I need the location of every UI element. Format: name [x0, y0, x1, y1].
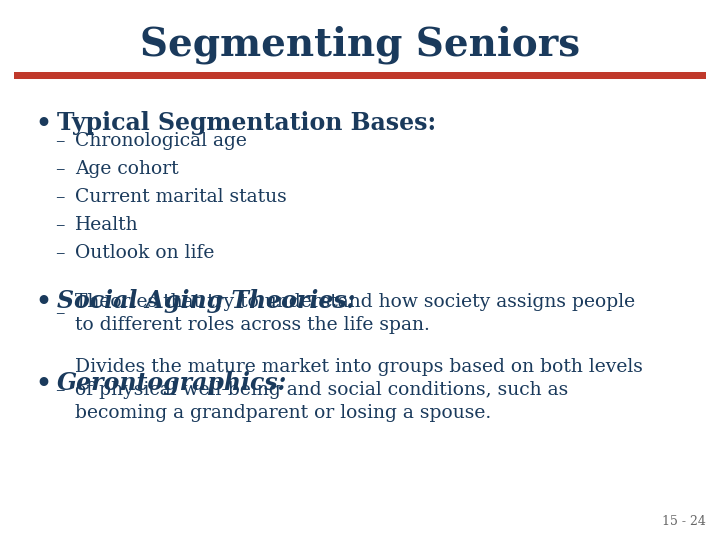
Text: Current marital status: Current marital status	[75, 188, 287, 206]
Text: Theories that try to understand how society assigns people
to different roles ac: Theories that try to understand how soci…	[75, 293, 635, 334]
Text: Outlook on life: Outlook on life	[75, 244, 215, 262]
Text: –: –	[55, 132, 65, 150]
Text: –: –	[55, 216, 65, 234]
Text: Gerontographics:: Gerontographics:	[57, 371, 287, 395]
Text: •: •	[35, 289, 51, 313]
Text: 15 - 24: 15 - 24	[662, 515, 706, 528]
Text: Typical Segmentation Bases:: Typical Segmentation Bases:	[57, 111, 436, 135]
Text: Chronological age: Chronological age	[75, 132, 247, 150]
Bar	[14, 72, 706, 79]
Text: Segmenting Seniors: Segmenting Seniors	[140, 26, 580, 64]
Text: •: •	[35, 111, 51, 135]
Text: Divides the mature market into groups based on both levels
of physical well-bein: Divides the mature market into groups ba…	[75, 358, 643, 422]
Text: Health: Health	[75, 216, 139, 234]
Text: •: •	[35, 371, 51, 395]
Text: –: –	[55, 160, 65, 178]
Text: –: –	[55, 305, 65, 322]
Text: Age cohort: Age cohort	[75, 160, 179, 178]
Text: –: –	[55, 244, 65, 262]
Text: –: –	[55, 188, 65, 206]
Text: Social Aging Theories:: Social Aging Theories:	[57, 289, 356, 313]
Text: –: –	[55, 381, 65, 399]
